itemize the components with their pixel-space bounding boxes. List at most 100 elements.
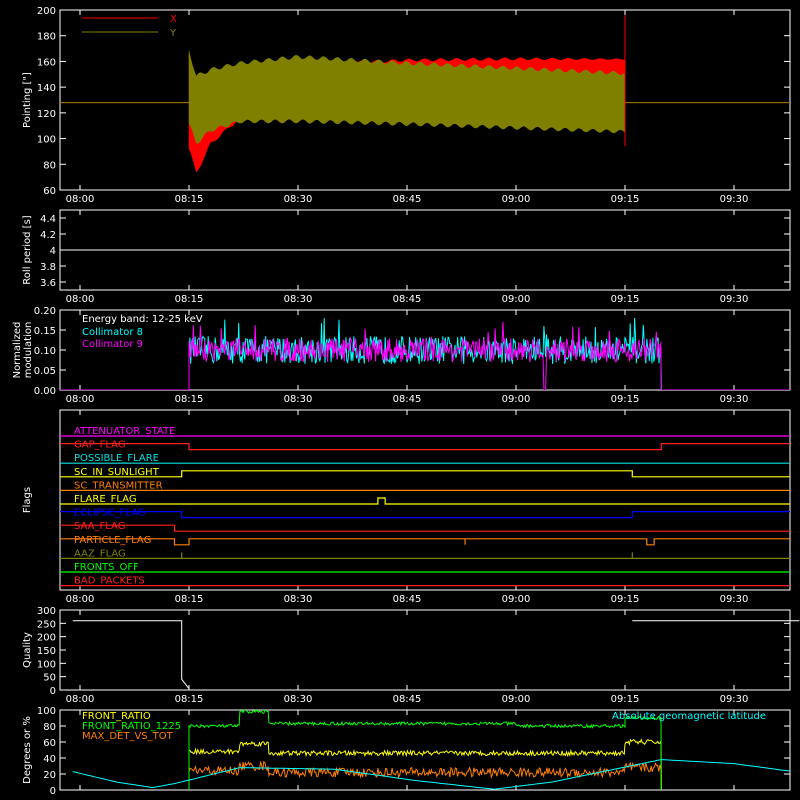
quality-line [72, 620, 800, 690]
geomagnetic-latitude-line [72, 759, 790, 790]
x-tick-label: 09:00 [502, 394, 531, 405]
flag-line [60, 511, 790, 519]
y-tick-label: 0.20 [34, 306, 56, 317]
x-tick-label: 08:00 [66, 194, 95, 205]
legend-label: FRONT_RATIO_1225 [82, 721, 181, 732]
y-tick-label: 4 [50, 246, 56, 257]
y-tick-label: 120 [37, 109, 56, 120]
panel-frame [59, 609, 791, 691]
x-tick-label: 08:00 [66, 594, 95, 605]
x-tick-label: 09:15 [611, 394, 640, 405]
y-tick-label: 200 [37, 6, 56, 17]
x-tick-label: 09:15 [611, 294, 640, 305]
y-axis-label: Roll period [s] [22, 215, 33, 284]
x-tick-label: 08:30 [284, 294, 313, 305]
x-tick-label: 09:30 [720, 694, 749, 705]
x-tick-label: 08:15 [175, 594, 204, 605]
x-tick-label: 09:00 [502, 594, 531, 605]
y-tick-label: 3.8 [40, 262, 56, 273]
x-tick-label: 08:00 [66, 394, 95, 405]
y-tick-label: 300 [37, 606, 56, 617]
flag-label: BAD_PACKETS [74, 576, 145, 587]
flag-line [60, 470, 790, 478]
y-tick-label: 180 [37, 32, 56, 43]
y-tick-label: 20 [43, 770, 56, 781]
flag-label: ATTENUATOR_STATE [74, 426, 175, 437]
y-tick-label: 140 [37, 83, 56, 94]
flag-line [60, 538, 790, 546]
flag-label: SC_TRANSMITTER [74, 480, 163, 491]
modulation-plot [60, 317, 790, 390]
flag-label: SC_IN_SUNLIGHT [74, 467, 160, 478]
max-det-line [188, 760, 662, 790]
flags-plot [60, 435, 790, 587]
x-tick-label: 09:30 [720, 394, 749, 405]
legend-label: Y [169, 28, 177, 39]
y-tick-label: 60 [43, 738, 56, 749]
flag-label: ECLIPSE_FLAG [74, 508, 145, 519]
x-tick-label: 08:00 [66, 294, 95, 305]
panel-frame [59, 9, 791, 191]
y-tick-label: 40 [43, 754, 56, 765]
x-tick-label: 08:00 [66, 694, 95, 705]
y-tick-label: 80 [43, 722, 56, 733]
x-tick-label: 09:30 [720, 294, 749, 305]
y-tick-label: 100 [37, 135, 56, 146]
x-tick-label: 08:45 [393, 294, 422, 305]
x-tick-label: 08:15 [175, 394, 204, 405]
y-tick-label: 50 [43, 673, 56, 684]
y-tick-label: 80 [43, 160, 56, 171]
front-ratio-1225-line [188, 710, 662, 790]
flag-label: FRONTS_OFF [74, 562, 139, 573]
flag-label: PARTICLE_FLAG [74, 535, 151, 546]
ratio-plot [72, 710, 790, 790]
x-tick-label: 09:15 [611, 194, 640, 205]
flag-label: FLARE_FLAG [74, 494, 137, 505]
front-ratio-line [188, 738, 662, 790]
x-tick-label: 09:00 [502, 694, 531, 705]
x-tick-label: 08:30 [284, 694, 313, 705]
legend-label: MAX_DET_VS_TOT [82, 731, 174, 742]
x-tick-label: 09:00 [502, 294, 531, 305]
x-tick-label: 08:45 [393, 694, 422, 705]
flag-line [60, 497, 790, 505]
y-tick-label: 0 [50, 786, 56, 797]
flag-label: POSSIBLE_FLARE [74, 453, 159, 464]
legend-title: Energy band: 12-25 keV [82, 314, 203, 325]
y-tick-label: 0 [50, 686, 56, 697]
legend-label: Collimator 8 [82, 327, 143, 338]
flag-label: SAA_FLAG [74, 521, 125, 532]
x-tick-label: 08:15 [175, 194, 204, 205]
flag-label: GAP_FLAG [74, 440, 126, 451]
y-tick-label: 100 [37, 659, 56, 670]
y-tick-label: 4.2 [40, 230, 56, 241]
x-tick-label: 08:15 [175, 694, 204, 705]
panel-frame [59, 409, 791, 591]
y-axis-label: Pointing ["] [22, 72, 33, 128]
y-tick-label: 4.4 [40, 214, 56, 225]
flag-label: AAZ_FLAG [74, 548, 126, 559]
y-axis-label: Normalized [12, 322, 23, 379]
y-tick-label: 0.10 [34, 346, 56, 357]
legend-label: X [170, 14, 177, 25]
x-tick-label: 08:30 [284, 394, 313, 405]
panel-frame [59, 709, 791, 791]
x-tick-label: 09:30 [720, 194, 749, 205]
collimator-9-line [60, 321, 790, 390]
y-axis-label: Flags [22, 487, 33, 513]
x-tick-label: 08:45 [393, 194, 422, 205]
pointing-plot [60, 15, 790, 173]
y-tick-label: 250 [37, 619, 56, 630]
collimator-8-line [60, 317, 790, 390]
x-tick-label: 09:15 [611, 694, 640, 705]
y-tick-label: 200 [37, 633, 56, 644]
y-tick-label: 100 [37, 706, 56, 717]
y-tick-label: 160 [37, 57, 56, 68]
y-tick-label: 0.15 [34, 326, 56, 337]
x-tick-label: 08:30 [284, 194, 313, 205]
y-tick-label: 60 [43, 186, 56, 197]
x-tick-label: 09:30 [720, 594, 749, 605]
y-axis-label: modulation [23, 322, 34, 379]
x-tick-label: 08:45 [393, 394, 422, 405]
legend-label: FRONT_RATIO [82, 711, 151, 722]
